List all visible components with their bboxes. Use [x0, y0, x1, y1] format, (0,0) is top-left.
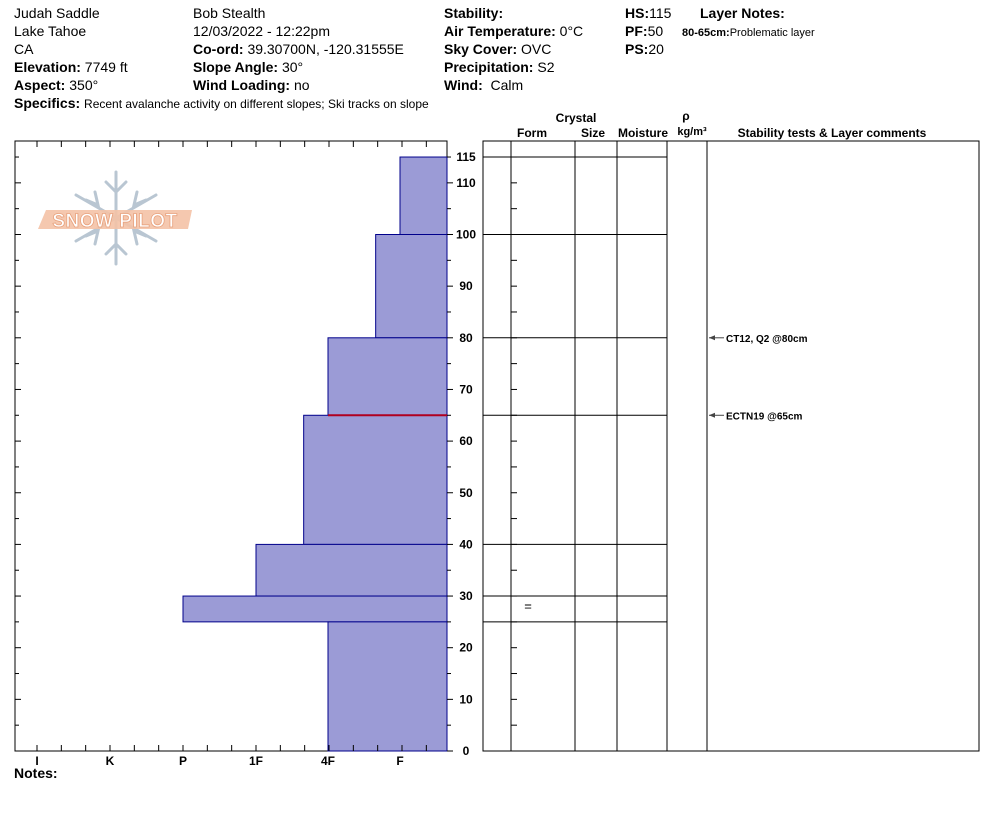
- layer-notes-heading: Layer Notes:: [700, 5, 785, 21]
- slope-angle: Slope Angle: 30°: [193, 58, 303, 76]
- coordinates: Co-ord: 39.30700N, -120.31555E: [193, 40, 404, 58]
- size-header: Size: [581, 126, 605, 140]
- y-tick-label-50: 50: [459, 486, 473, 500]
- coord-value: 39.30700N, -120.31555E: [247, 41, 404, 57]
- y-tick-label-30: 30: [459, 589, 473, 603]
- precipitation: Precipitation: S2: [444, 58, 554, 76]
- stability-test-label: CT12, Q2 @80cm: [726, 334, 808, 345]
- hs-value: 115: [649, 5, 672, 21]
- profile-layer-40-65: [303, 414, 448, 545]
- region: Lake Tahoe: [14, 23, 87, 39]
- profile-layer-25-30: [182, 595, 448, 623]
- test-arrow-head: [709, 412, 715, 418]
- ps-label: PS:: [625, 41, 649, 57]
- stability-test-label: ECTN19 @65cm: [726, 411, 803, 422]
- specifics-value: Recent avalanche activity on different s…: [84, 97, 429, 111]
- specifics: Specifics: Recent avalanche activity on …: [14, 94, 429, 113]
- crystal-header: Crystal: [556, 111, 597, 125]
- logo-text: SNOW PILOT: [52, 211, 177, 232]
- wind-loading-label: Wind Loading:: [193, 77, 291, 93]
- y-tick-label-0: 0: [463, 744, 470, 758]
- layer-table-frame: [482, 140, 980, 752]
- profile-layer-80-100: [375, 234, 448, 339]
- hs: HS:115: [625, 4, 671, 22]
- specifics-label: Specifics:: [14, 95, 81, 111]
- profile-layer-0-25: [327, 621, 448, 752]
- profile-layer-30-40: [255, 543, 448, 597]
- notes-label: Notes:: [14, 765, 58, 781]
- air-temp-label: Air Temperature:: [444, 23, 556, 39]
- pf: PF:50: [625, 22, 663, 40]
- layer-note-text: Problematic layer: [729, 27, 815, 39]
- layer-note-range: 80-65cm:: [682, 27, 730, 39]
- y-tick-label-80: 80: [459, 331, 473, 345]
- crystal-form-symbol: =: [524, 598, 532, 613]
- sky-label: Sky Cover:: [444, 41, 518, 57]
- datetime: 12/03/2022 - 12:22pm: [193, 23, 330, 39]
- hs-label: HS:: [625, 5, 650, 21]
- ps-value: 20: [648, 41, 664, 57]
- moisture-header: Moisture: [618, 126, 668, 140]
- hardness-label-1F: 1F: [249, 754, 263, 768]
- pf-label: PF:: [625, 23, 648, 39]
- hardness-label-P: P: [179, 754, 187, 768]
- profile-layer-100-115: [399, 156, 448, 235]
- stability-label: Stability:: [444, 5, 504, 21]
- hardness-label-F: F: [396, 754, 403, 768]
- density-unit-header: kg/m³: [677, 126, 707, 138]
- sky-value: OVC: [521, 41, 552, 57]
- coord-label: Co-ord:: [193, 41, 244, 57]
- stability: Stability:: [444, 4, 503, 22]
- state: CA: [14, 41, 34, 57]
- pf-value: 50: [647, 23, 664, 39]
- elevation-label: Elevation:: [14, 59, 81, 75]
- wind: Wind: Calm: [444, 76, 523, 94]
- y-tick-label-20: 20: [459, 641, 473, 655]
- y-tick-label-60: 60: [459, 434, 473, 448]
- y-tick-label-90: 90: [459, 279, 473, 293]
- sky-cover: Sky Cover: OVC: [444, 40, 551, 58]
- wind-value: Calm: [490, 77, 524, 93]
- observer: Bob Stealth: [193, 5, 266, 21]
- y-tick-label-100: 100: [456, 228, 476, 242]
- y-tick-label-40: 40: [459, 537, 473, 551]
- hardness-label-I: I: [35, 754, 38, 768]
- wind-label: Wind:: [444, 77, 483, 93]
- y-tick-label-115: 115: [456, 150, 476, 164]
- air-temperature: Air Temperature: 0°C: [444, 22, 583, 40]
- location: Judah Saddle: [14, 5, 100, 21]
- slope-value: 30°: [281, 59, 304, 75]
- slope-label: Slope Angle:: [193, 59, 279, 75]
- hardness-label-4F: 4F: [321, 754, 335, 768]
- precip-label: Precipitation:: [444, 59, 534, 75]
- aspect-value: 350°: [69, 77, 99, 93]
- layer-note: 80-65cm:Problematic layer: [682, 22, 815, 42]
- y-tick-label-70: 70: [459, 382, 473, 396]
- aspect-label: Aspect:: [14, 77, 66, 93]
- air-temp-value: 0°C: [559, 23, 584, 39]
- ps: PS:20: [625, 40, 664, 58]
- y-tick-label-110: 110: [456, 176, 476, 190]
- y-tick-label-10: 10: [459, 692, 473, 706]
- wind-loading: Wind Loading: no: [193, 76, 310, 94]
- hardness-label-K: K: [106, 754, 115, 768]
- elevation: Elevation: 7749 ft: [14, 58, 128, 76]
- elevation-value: 7749 ft: [84, 59, 128, 75]
- rho-header: ρ: [682, 109, 689, 123]
- form-header: Form: [517, 126, 547, 140]
- profile-layer-65-80: [327, 337, 448, 416]
- precip-value: S2: [537, 59, 555, 75]
- wind-loading-value: no: [293, 77, 310, 93]
- aspect: Aspect: 350°: [14, 76, 98, 94]
- snowpilot-logo: SNOW PILOT: [38, 170, 192, 266]
- comments-header: Stability tests & Layer comments: [738, 126, 927, 140]
- test-arrow-head: [709, 335, 715, 341]
